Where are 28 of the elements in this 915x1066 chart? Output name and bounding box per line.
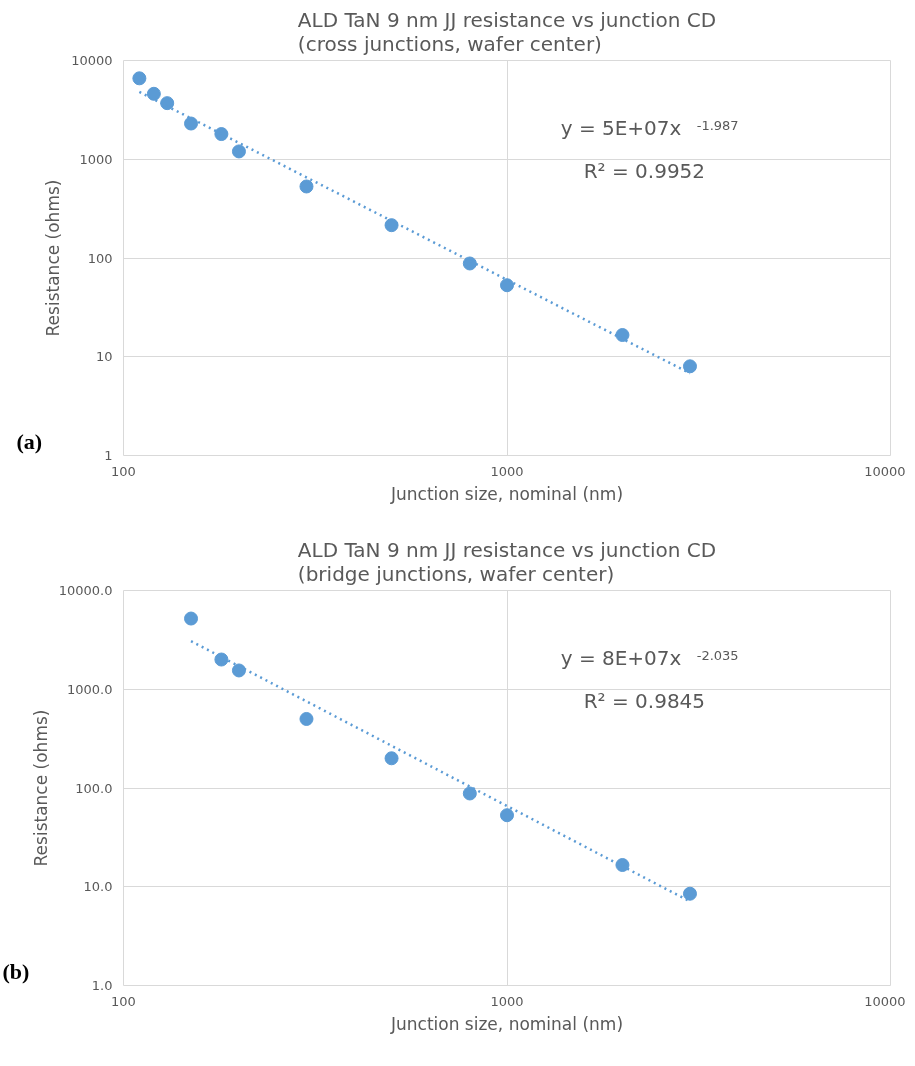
y-tick-label: 1000	[79, 151, 113, 167]
x-tick-label: 100	[111, 463, 136, 479]
text: (b)	[2, 958, 30, 984]
x-axis-title: Junction size, nominal (nm)	[389, 1013, 624, 1034]
annotation: y = 8E+07x-2.035	[560, 645, 739, 670]
x-tick-label: 100	[111, 993, 136, 1009]
y-tick-label: 10000	[71, 53, 113, 68]
text: (a)	[16, 428, 43, 454]
y-tick-label: 10	[95, 349, 113, 365]
y-tick-label: 100.0	[75, 780, 113, 796]
y-tick-label: 1000.0	[67, 681, 113, 697]
y-tick-label: 1.0	[91, 978, 113, 993]
annotation: R² = 0.9845	[583, 688, 706, 713]
x-axis-title: Junction size, nominal (nm)	[389, 483, 624, 504]
x-tick-label: 10000	[864, 993, 906, 1009]
y-tick-label: 10000.0	[58, 583, 113, 598]
y-tick-label: 10.0	[83, 879, 113, 895]
x-tick-label: 1000	[490, 993, 524, 1009]
y-tick-label: 100	[87, 250, 113, 266]
x-tick-label: 10000	[864, 463, 906, 479]
y-axis-title: Resistance (ohms)	[43, 179, 64, 337]
chart-title: ALD TaN 9 nm JJ resistance vs junction CD (cross junctions, wafer center)	[297, 7, 717, 56]
chart-title: ALD TaN 9 nm JJ resistance vs junction CD (bridge junctions, wafer center)	[297, 537, 717, 586]
annotation: y = 5E+07x-1.987	[560, 115, 739, 140]
y-tick-label: 1	[104, 448, 113, 463]
x-tick-label: 1000	[490, 463, 524, 479]
y-axis-title: Resistance (ohms)	[30, 709, 51, 867]
annotation: R² = 0.9952	[583, 158, 706, 183]
